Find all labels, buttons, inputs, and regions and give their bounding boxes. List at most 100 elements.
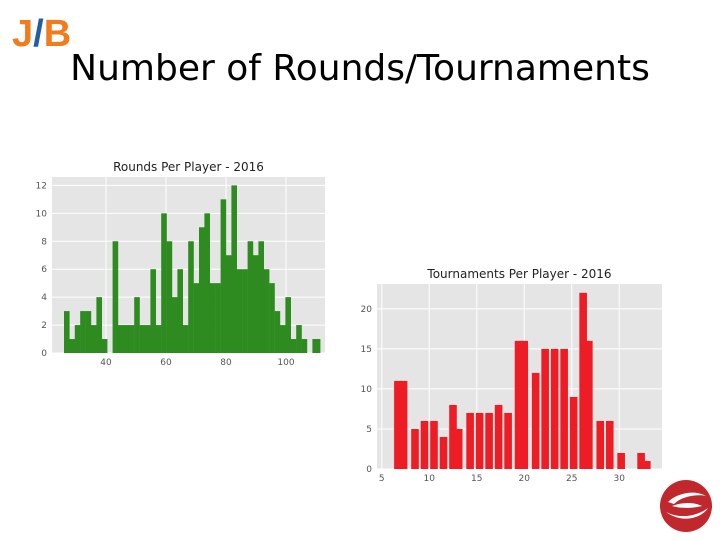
histogram-bar [494,404,503,469]
histogram-bar [215,283,221,353]
y-tick-label: 20 [361,305,373,315]
histogram-bar [411,428,419,469]
histogram-bar [74,325,81,353]
histogram-bar [569,396,578,469]
histogram-bar [91,325,97,353]
x-tick-label: 20 [519,474,531,484]
y-tick-label: 12 [36,181,47,191]
chart-title: Tournaments Per Player - 2016 [426,267,611,281]
histogram-bar [231,185,237,353]
x-tick-label: 40 [100,358,112,368]
histogram-bar [280,325,286,353]
histogram-bar [204,213,210,353]
histogram-bar [155,325,162,353]
histogram-bar [69,339,75,353]
histogram-bar [617,452,625,469]
histogram-bar [80,311,86,353]
y-tick-label: 5 [366,425,372,435]
histogram-bar [166,241,173,353]
jb-logo: J/B [12,14,71,54]
histogram-bar [290,339,297,353]
y-tick-label: 6 [41,265,47,275]
histogram-bar [550,348,559,469]
rounds-per-player-chart: Rounds Per Player - 2016 40 60 80 100 0 2 4 6 8 10… [36,160,325,368]
x-tick-label: 80 [220,358,232,368]
histogram-bar [314,339,321,353]
histogram-bar [274,311,281,353]
histogram-bar [161,213,167,353]
histogram-bar [560,348,568,469]
corner-logo-icon [660,480,712,532]
histogram-bar [172,297,178,353]
histogram-bar [85,311,92,353]
y-tick-label: 0 [41,349,47,359]
histogram-bar [579,292,587,469]
histogram-bar [531,372,540,469]
x-tick-label: 5 [379,474,385,484]
histogram-bar [118,325,124,353]
histogram-bar [247,241,254,353]
slide-title: Number of Rounds/Tournaments [70,48,650,89]
chart-title: Rounds Per Player - 2016 [113,160,264,174]
histogram-bar [258,241,264,353]
histogram-bar [199,227,205,353]
histogram-bar [596,420,605,469]
logo-slash: / [33,13,44,55]
histogram-bar [96,297,102,353]
x-tick-label: 10 [424,474,436,484]
histogram-bar [449,404,457,469]
histogram-bar [514,340,523,469]
x-tick-label: 100 [277,358,294,368]
histogram-bar [430,420,438,469]
histogram-bar [101,339,108,353]
histogram-bar [520,340,529,469]
histogram-bar [209,283,216,353]
histogram-bar [226,255,232,353]
histogram-bar [128,325,135,353]
histogram-bar [150,269,156,353]
logo-b: B [43,13,72,55]
logo-j: J [12,13,34,55]
histogram-bar [263,269,270,353]
histogram-bar [605,420,614,469]
histogram-bar [301,339,308,353]
y-tick-label: 4 [41,293,47,303]
histogram-bar [637,452,645,469]
y-tick-label: 2 [41,321,47,331]
histogram-bar [296,325,302,353]
histogram-bar [193,283,200,353]
histogram-bar [643,460,651,469]
histogram-bar [285,297,291,353]
histogram-bar [475,412,484,469]
y-tick-label: 15 [361,345,372,355]
histogram-bar [64,311,70,353]
histogram-bar [394,380,402,469]
y-tick-label: 0 [366,465,372,475]
tournaments-per-player-chart: Tournaments Per Player - 2016 5 10 15 20 25 30… [361,267,662,484]
histogram-bar [177,269,183,353]
histogram-bar [139,325,146,353]
x-tick-label: 25 [566,474,577,484]
histogram-bar [182,325,189,353]
histogram-bar [236,269,243,353]
histogram-bar [454,428,463,469]
histogram-bar [253,255,259,353]
histogram-bar [134,297,140,353]
histogram-bar [269,283,275,353]
y-tick-label: 8 [41,237,47,247]
histogram-bar [399,380,408,469]
histogram-bar [466,412,474,469]
x-tick-label: 60 [160,358,172,368]
histogram-bar [485,412,493,469]
histogram-bar [112,241,119,353]
histogram-bar [585,340,593,469]
histogram-bar [541,348,549,469]
histogram-bar [188,241,194,353]
x-tick-label: 30 [614,474,626,484]
x-tick-label: 15 [471,474,482,484]
histogram-bar [504,412,512,469]
histogram-bar [220,199,227,353]
histogram-bar [123,325,129,353]
y-tick-label: 10 [361,385,373,395]
histogram-bar [242,269,248,353]
